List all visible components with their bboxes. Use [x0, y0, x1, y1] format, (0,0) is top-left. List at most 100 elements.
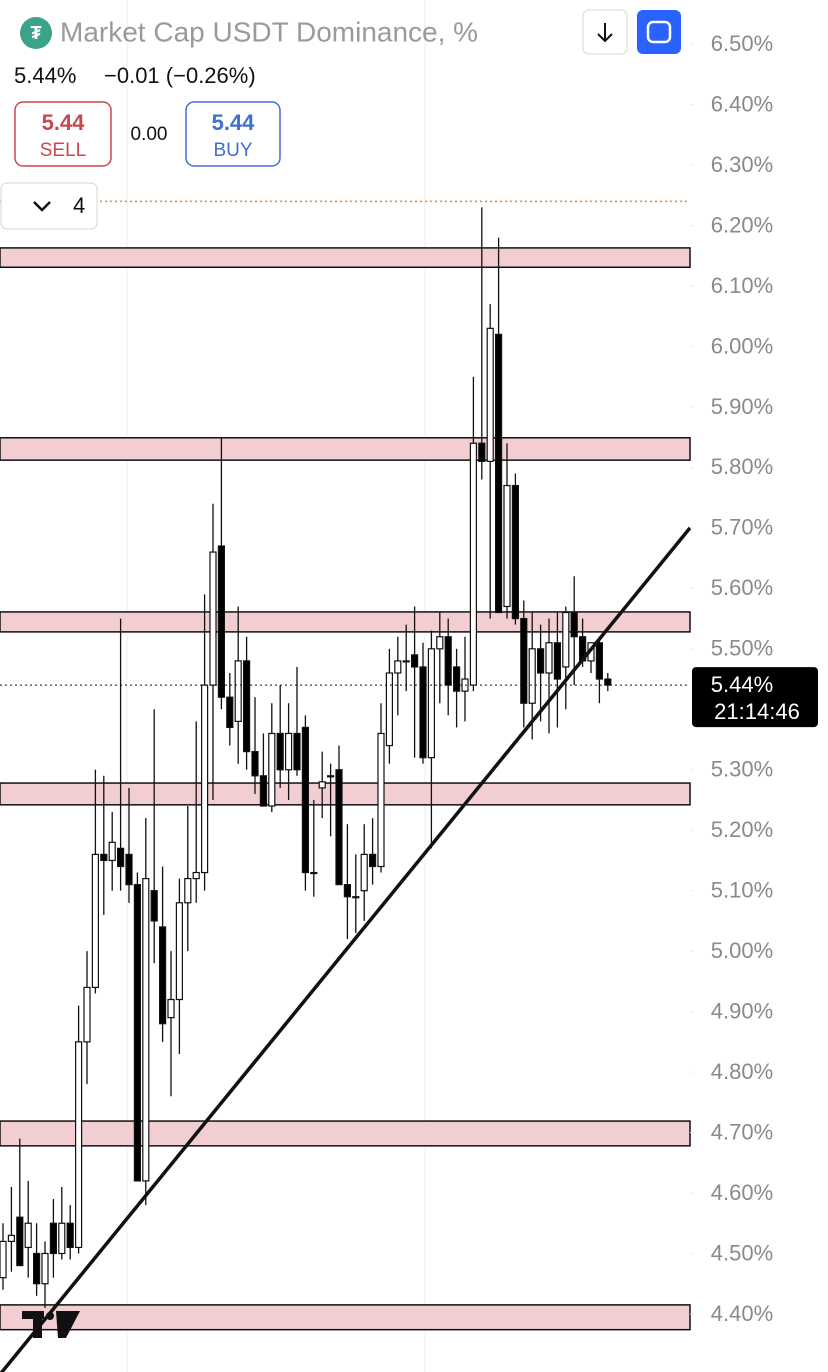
- fullscreen-icon: [646, 20, 672, 44]
- zone: [0, 1304, 691, 1331]
- candle-body: [268, 732, 276, 807]
- candle-body: [251, 751, 259, 777]
- buy-price: 5.44: [212, 110, 256, 135]
- candle-body: [536, 648, 545, 674]
- candle-body: [469, 442, 477, 686]
- candle-body: [201, 684, 209, 874]
- candle-body: [343, 884, 351, 898]
- y-tick-label: 6.10%: [711, 273, 773, 298]
- candle-body: [184, 877, 192, 904]
- y-axis: 6.50% 6.40% 6.30% 6.20% 6.10% 6.00% 5.90% 5.80%…: [690, 31, 818, 1326]
- candle-body: [133, 884, 141, 1182]
- candle-body: [217, 545, 225, 698]
- candle-body: [503, 484, 511, 608]
- candle-body: [7, 1234, 15, 1242]
- spread: 0.00: [131, 124, 168, 145]
- candle-body: [352, 896, 360, 899]
- candle-body: [49, 1222, 58, 1255]
- tv-logo: [22, 1311, 80, 1338]
- candle-body: [226, 696, 234, 729]
- candle-body: [427, 648, 435, 759]
- candle-body: [192, 871, 200, 880]
- candle-body: [116, 847, 125, 868]
- sell-button[interactable]: [14, 101, 112, 167]
- y-tick-label: 6.30%: [711, 152, 773, 177]
- y-tick-label: 4.60%: [711, 1180, 773, 1205]
- zone: [0, 611, 691, 633]
- candle-body: [83, 986, 91, 1043]
- candle-body: [175, 902, 183, 1001]
- y-tick-label: 5.90%: [711, 394, 773, 419]
- candle-body: [453, 666, 461, 692]
- usdt-icon: [20, 17, 52, 49]
- candle-body: [327, 775, 335, 778]
- candle-body: [486, 327, 494, 462]
- candle-body: [142, 877, 150, 1182]
- candle-body: [150, 890, 158, 922]
- y-tick-label: 5.60%: [711, 575, 773, 600]
- candle-body: [318, 781, 326, 789]
- candle-body: [24, 1222, 32, 1249]
- candle-body: [41, 1252, 49, 1285]
- candle-body: [16, 1216, 24, 1267]
- candle-body: [553, 642, 562, 680]
- y-tick-label: 6.00%: [711, 333, 773, 358]
- candle-body: [100, 853, 108, 862]
- candle-body: [520, 617, 528, 704]
- y-tick-label: 5.20%: [711, 817, 773, 842]
- candle-body: [495, 333, 503, 614]
- candle-body: [234, 660, 242, 722]
- candle-body: [293, 732, 301, 771]
- icon-glyph: ₮: [31, 23, 42, 43]
- y-tick-label: 6.50%: [711, 31, 773, 56]
- indicator-count: 4: [73, 193, 85, 218]
- trendline: [0, 526, 692, 1372]
- y-tick-label: 5.30%: [711, 757, 773, 782]
- arrow-icon: [597, 23, 613, 43]
- y-tick-label: 6.40%: [711, 91, 773, 116]
- chevron: [33, 201, 51, 212]
- buy-button[interactable]: [185, 101, 281, 167]
- zone: [0, 782, 691, 806]
- candle-body: [402, 660, 410, 663]
- candle-body: [209, 551, 217, 686]
- candle-body: [243, 660, 251, 753]
- y-tick-label: 4.80%: [711, 1059, 773, 1084]
- fullscreen-button[interactable]: [637, 10, 681, 54]
- candle-body: [125, 853, 133, 886]
- candle-body: [478, 442, 486, 462]
- y-tick-label: 4.40%: [711, 1301, 773, 1326]
- zone: [0, 437, 691, 461]
- last-value: 5.44%: [14, 63, 76, 88]
- y-tick-label: 5.70%: [711, 515, 773, 540]
- candle-body: [545, 642, 553, 674]
- candle-body: [66, 1222, 74, 1249]
- sell-price: 5.44: [42, 110, 86, 135]
- candle-body: [369, 853, 377, 868]
- candle-body: [411, 654, 419, 668]
- candle-body: [335, 769, 343, 886]
- candle-body: [528, 648, 536, 704]
- zone: [0, 1120, 691, 1147]
- candle-body: [74, 1041, 83, 1249]
- candle-body: [276, 732, 284, 771]
- y-tick-label: 4.70%: [711, 1119, 773, 1144]
- price-tag: [692, 667, 818, 728]
- candle-body: [604, 678, 612, 686]
- plot: [0, 200, 692, 1372]
- candle-body: [159, 926, 167, 1025]
- candle-body: [562, 611, 570, 668]
- y-tick-label: 5.10%: [711, 877, 773, 902]
- collapse-button[interactable]: [0, 182, 98, 230]
- countdown: 21:14:46: [714, 699, 800, 724]
- candle-body: [419, 666, 427, 759]
- candle-body: [377, 732, 385, 868]
- y-tick-label: 4.50%: [711, 1240, 773, 1265]
- candle-body: [108, 841, 116, 862]
- y-tick-label: 4.90%: [711, 998, 773, 1023]
- candle-body: [444, 636, 452, 686]
- title: Market Cap USDT Dominance, %: [60, 16, 478, 47]
- candle-body: [259, 775, 267, 807]
- candle-body: [0, 1240, 7, 1279]
- zone: [0, 247, 691, 269]
